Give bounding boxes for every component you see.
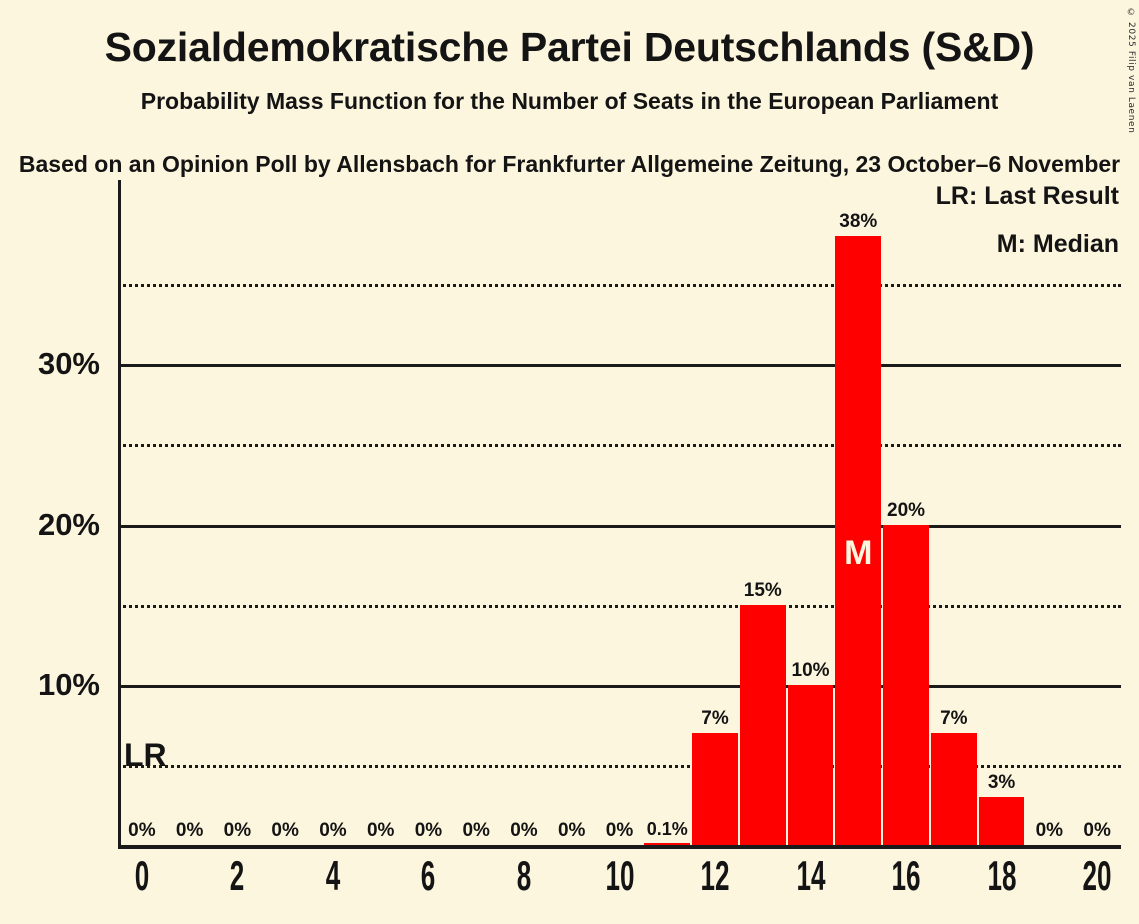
gridline-dotted-35 <box>118 284 1121 288</box>
bar-seat-16[interactable] <box>883 524 929 845</box>
gridline-solid-20 <box>118 524 1121 528</box>
median-marker: M <box>844 533 873 572</box>
bar-value-label-18: 3% <box>987 771 1016 793</box>
x-tick-label-8: 8 <box>516 852 532 899</box>
x-tick-label-2: 2 <box>230 852 245 899</box>
chart-header: Sozialdemokratische Partei Deutschlands … <box>0 0 1139 113</box>
bar-value-label-10: 0% <box>605 820 634 841</box>
gridline-solid-30 <box>118 364 1121 368</box>
bar-seat-17[interactable] <box>930 732 977 845</box>
x-tick-label-10: 10 <box>605 852 634 899</box>
bar-value-label-0: 0% <box>128 820 156 841</box>
bar-value-label-3: 0% <box>271 820 299 841</box>
bar-seat-11[interactable] <box>644 843 691 845</box>
y-tick-label-30: 30% <box>37 346 100 382</box>
bar-value-label-2: 0% <box>223 820 252 841</box>
chart-source-line: Based on an Opinion Poll by Allensbach f… <box>18 151 1121 177</box>
bar-value-label-15: 38% <box>839 211 878 233</box>
bar-value-label-5: 0% <box>366 820 395 841</box>
gridline-dotted-25 <box>118 444 1121 448</box>
bar-value-label-14: 10% <box>791 659 830 681</box>
bar-value-label-17: 7% <box>940 707 968 729</box>
chart-legend: LR: Last Result M: Median <box>936 184 1119 257</box>
copyright-notice: © 2025 Filip van Laenen <box>1126 8 1136 134</box>
x-tick-label-20: 20 <box>1082 852 1112 899</box>
bar-value-label-6: 0% <box>414 820 443 841</box>
y-axis-line <box>118 180 121 849</box>
x-axis-line <box>118 845 1121 849</box>
bar-value-label-4: 0% <box>319 820 347 841</box>
legend-last-result: LR: Last Result <box>935 182 1119 210</box>
x-tick-label-6: 6 <box>421 852 436 899</box>
bar-value-label-8: 0% <box>510 820 538 841</box>
bar-seat-12[interactable] <box>692 732 738 845</box>
x-tick-label-0: 0 <box>134 852 150 899</box>
bar-value-label-20: 0% <box>1083 820 1111 841</box>
bar-seat-15[interactable] <box>835 236 882 845</box>
gridline-solid-10 <box>118 684 1121 688</box>
bar-value-label-12: 7% <box>701 707 729 729</box>
legend-median: M: Median <box>996 230 1119 258</box>
chart-title: Sozialdemokratische Partei Deutschlands … <box>104 24 1035 70</box>
x-axis-tick-labels: 0 2 4 6 8 10 12 14 16 18 20 <box>118 855 1121 915</box>
x-tick-label-14: 14 <box>796 852 826 899</box>
bar-value-label-9: 0% <box>557 820 586 841</box>
gridline-dotted-15 <box>118 604 1121 608</box>
bar-value-label-11: 0.1% <box>646 819 688 840</box>
y-tick-label-10: 10% <box>37 666 100 702</box>
x-tick-label-16: 16 <box>891 852 921 899</box>
bar-value-label-7: 0% <box>462 820 490 841</box>
bar-seat-14[interactable] <box>787 684 834 845</box>
bar-seat-18[interactable] <box>978 796 1025 845</box>
x-tick-label-4: 4 <box>325 852 341 899</box>
chart-subtitle: Probability Mass Function for the Number… <box>140 88 999 114</box>
y-tick-label-20: 20% <box>37 506 100 542</box>
x-tick-label-18: 18 <box>987 852 1017 899</box>
bar-value-label-13: 15% <box>743 579 782 601</box>
bar-value-label-19: 0% <box>1035 820 1064 841</box>
bar-value-label-16: 20% <box>887 499 926 521</box>
bar-seat-13[interactable] <box>739 604 786 845</box>
bar-value-label-1: 0% <box>175 820 204 841</box>
x-tick-label-12: 12 <box>700 852 730 899</box>
chart-source-line-wrapper: Based on an Opinion Poll by Allensbach f… <box>0 129 1139 176</box>
gridline-dotted-5 <box>118 764 1121 768</box>
last-result-marker: LR <box>124 736 167 773</box>
plot-area: 0% 0% 0% 0% 0% 0% 0% 0% 0% 0% 0% 0.1% 7% 15% 10% 38% 20%… <box>118 180 1121 849</box>
